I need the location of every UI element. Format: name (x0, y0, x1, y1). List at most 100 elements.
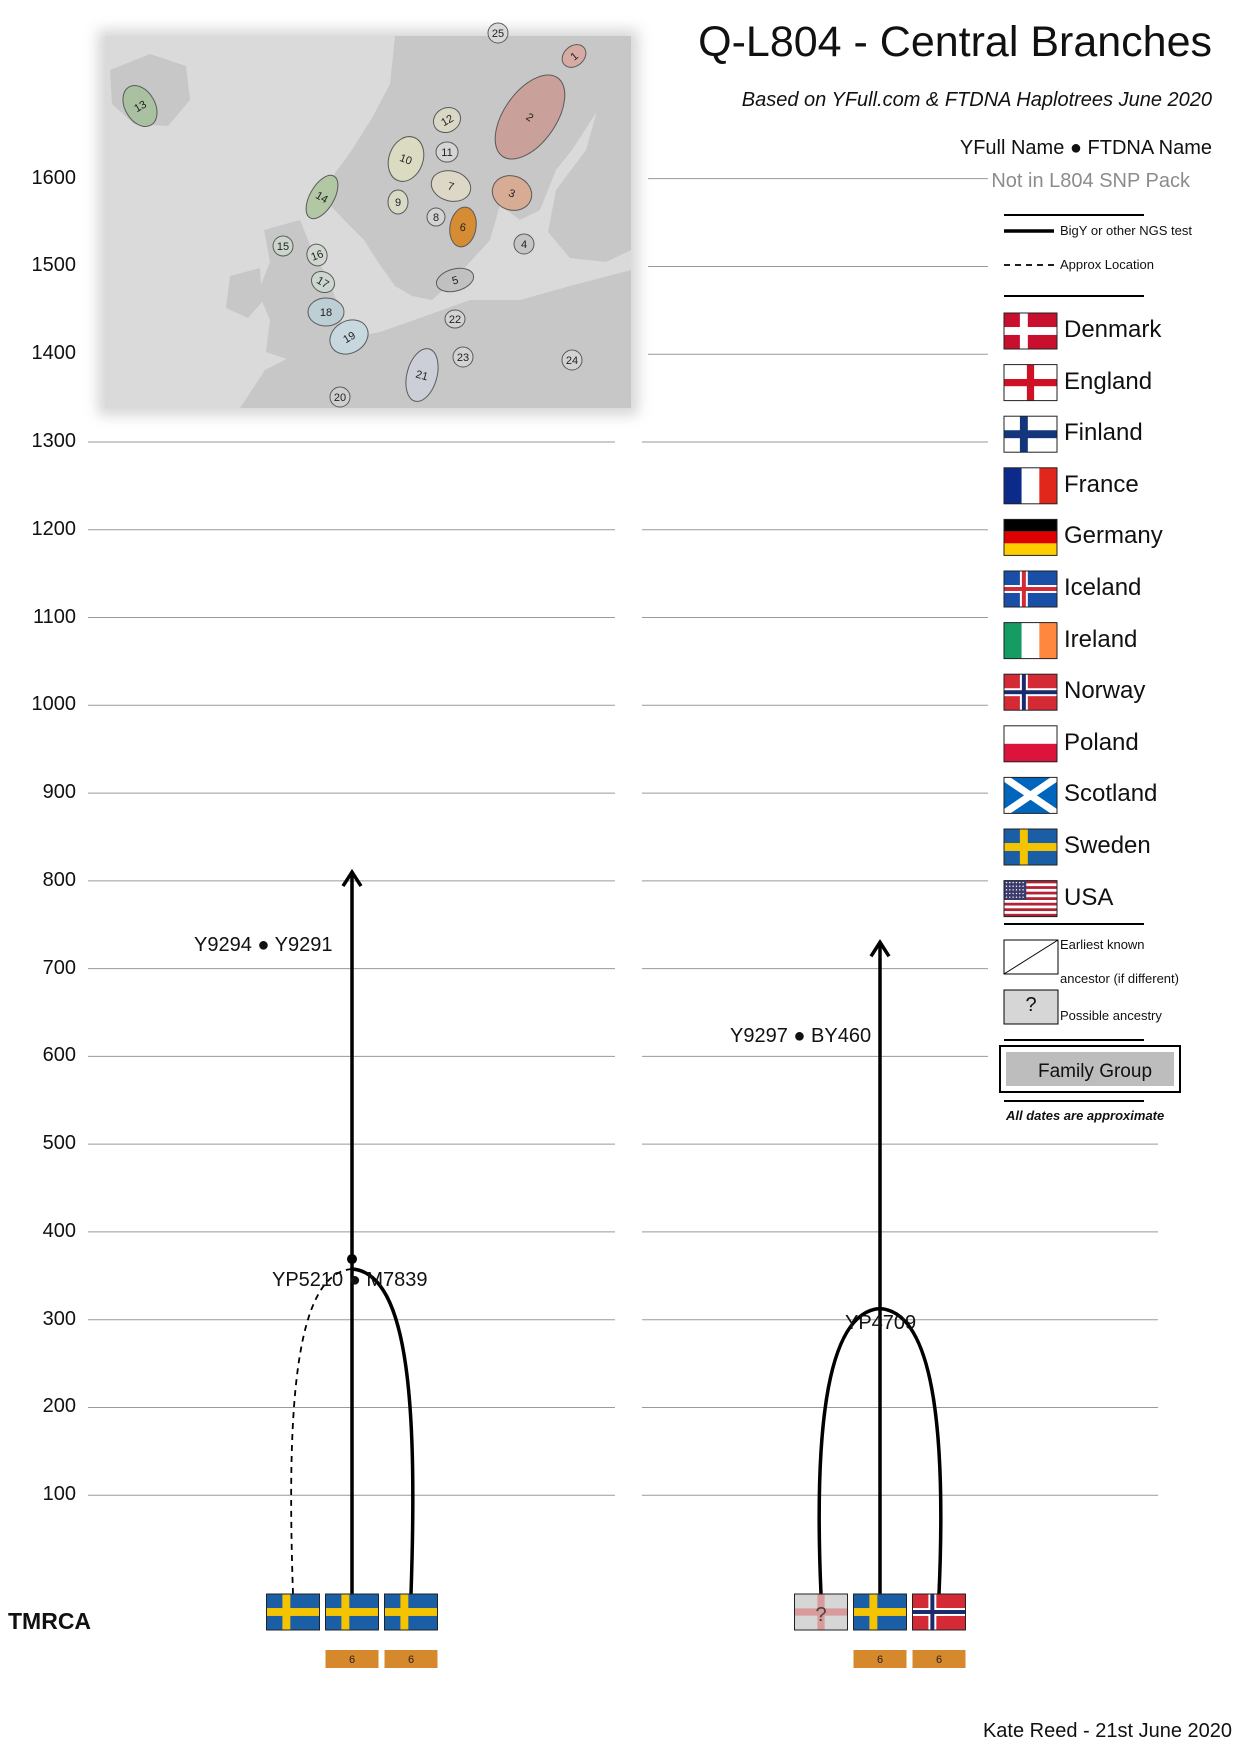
map-region-label-4: 4 (521, 239, 527, 251)
legend-bigy-label: BigY or other NGS test (1060, 223, 1192, 238)
legend-country-france: France (1064, 470, 1139, 498)
right-sample-location-2: 6 (912, 1650, 966, 1668)
map-region-16: 16 (306, 243, 328, 267)
map-region-label-17: 17 (314, 275, 331, 292)
map-region-label-6: 6 (459, 222, 467, 235)
legend-flag-germany (1003, 518, 1058, 556)
legend-name-format: YFull Name ● FTDNA Name (959, 137, 1212, 159)
legend-family-group-fill (1006, 1052, 1174, 1086)
right-arc-2 (879, 1306, 943, 1595)
legend-graphics (999, 214, 1181, 1102)
legend-country-germany: Germany (1064, 522, 1163, 550)
right-sample-possible-mark-0: ? (815, 1604, 826, 1626)
map-region-6: 6 (449, 206, 477, 248)
map-region-24: 24 (561, 349, 583, 371)
legend-family-group: Family Group (1037, 1061, 1153, 1082)
map-region-label-16: 16 (310, 248, 326, 263)
map-region-label-20: 20 (334, 392, 346, 404)
legend-flag-norway (1003, 673, 1058, 711)
year-label-500: 500 (42, 1132, 76, 1155)
map-region-18: 18 (307, 297, 345, 327)
right-branch: ? 6 6 (794, 939, 966, 1668)
map-region-5: 5 (435, 267, 475, 293)
map-region-11: 11 (435, 141, 459, 163)
map-region-10: 10 (387, 136, 425, 182)
legend-earliest-label-2: ancestor (if different) (1060, 971, 1179, 986)
legend-flag-poland (1003, 725, 1058, 763)
map-region-label-22: 22 (449, 314, 461, 326)
left-sample-flag-0 (266, 1593, 320, 1631)
right-trunk-arrow (869, 939, 891, 958)
left-sample-flag-1 (325, 1593, 379, 1631)
map-region-22: 22 (444, 309, 466, 329)
year-label-900: 900 (42, 781, 76, 804)
map-region-label-10: 10 (398, 152, 414, 167)
map-region-label-5: 5 (451, 274, 460, 287)
right-terminal-label: Y9297 ● BY460 (730, 1025, 872, 1047)
map-region-8: 8 (426, 207, 446, 227)
legend-country-iceland: Iceland (1064, 574, 1142, 601)
legend-country-usa: USA (1064, 883, 1114, 911)
page-subtitle: Based on YFull.com & FTDNA Haplotrees Ju… (741, 89, 1212, 111)
left-sample-location-1: 6 (325, 1650, 379, 1668)
map-region-label-25: 25 (492, 28, 504, 40)
left-arc-2 (351, 1267, 415, 1595)
right-arc-0 (817, 1306, 881, 1595)
legend-flag-sweden (1003, 828, 1058, 866)
map-region-label-15: 15 (277, 241, 289, 253)
legend-flag-denmark (1003, 312, 1058, 350)
right-sample-flag-2 (912, 1593, 966, 1631)
year-label-600: 600 (42, 1044, 76, 1067)
map-region-label-3: 3 (507, 187, 517, 200)
legend-earliest-label-1: Earliest known (1060, 937, 1145, 952)
legend-flag-england (1003, 364, 1058, 402)
legend-flag-iceland (1003, 570, 1058, 608)
legend-approx-label: Approx Location (1060, 257, 1154, 272)
year-label-1200: 1200 (31, 517, 77, 540)
left-trunk-arrow (341, 868, 363, 888)
map-region-label-8: 8 (433, 212, 439, 224)
map-region-label-21: 21 (414, 369, 429, 384)
map-region-label-11: 11 (441, 147, 452, 159)
map-region-23: 23 (452, 346, 474, 368)
legend-flag-france (1003, 467, 1058, 505)
year-label-700: 700 (42, 956, 76, 979)
map-region-12: 12 (432, 106, 462, 134)
year-label-1600: 1600 (31, 166, 77, 189)
map-region-label-18: 18 (320, 307, 332, 319)
tmrca-label: TMRCA (8, 1608, 92, 1634)
page-title: Q-L804 - Central Branches (698, 18, 1212, 66)
legend-all-dates: All dates are approximate (1006, 1108, 1165, 1123)
finland-land (548, 36, 631, 262)
legend-country-sweden: Sweden (1064, 832, 1151, 859)
map-region-label-2: 2 (523, 111, 535, 124)
map-region-label-9: 9 (395, 197, 401, 209)
legend-flag-ireland (1003, 622, 1058, 660)
legend-country-denmark: Denmark (1064, 316, 1162, 343)
year-label-1400: 1400 (31, 342, 77, 365)
right-sample-flag-0 (794, 1593, 848, 1631)
year-label-200: 200 (42, 1395, 76, 1418)
map-region-label-24: 24 (566, 355, 578, 367)
map-region-label-12: 12 (439, 113, 456, 130)
left-sample-location-2: 6 (384, 1650, 438, 1668)
map-region-19: 19 (329, 319, 369, 355)
map-region-25: 25 (487, 22, 509, 44)
map-region-1: 1 (561, 44, 587, 68)
map-region-label-7: 7 (446, 180, 455, 193)
year-label-800: 800 (42, 868, 76, 891)
map-region-2: 2 (494, 74, 566, 160)
svg-text:6: 6 (349, 1654, 355, 1666)
legend-country-norway: Norway (1064, 677, 1146, 705)
map-region-label-19: 19 (341, 330, 358, 347)
left-arc-0 (290, 1268, 353, 1595)
year-label-1500: 1500 (31, 254, 77, 277)
svg-text:6: 6 (877, 1654, 883, 1666)
legend-flag-finland (1003, 415, 1058, 453)
left-node-label: YP5210 ● M7839 (272, 1269, 428, 1291)
svg-text:6: 6 (408, 1654, 414, 1666)
legend-country-finland: Finland (1064, 419, 1143, 447)
